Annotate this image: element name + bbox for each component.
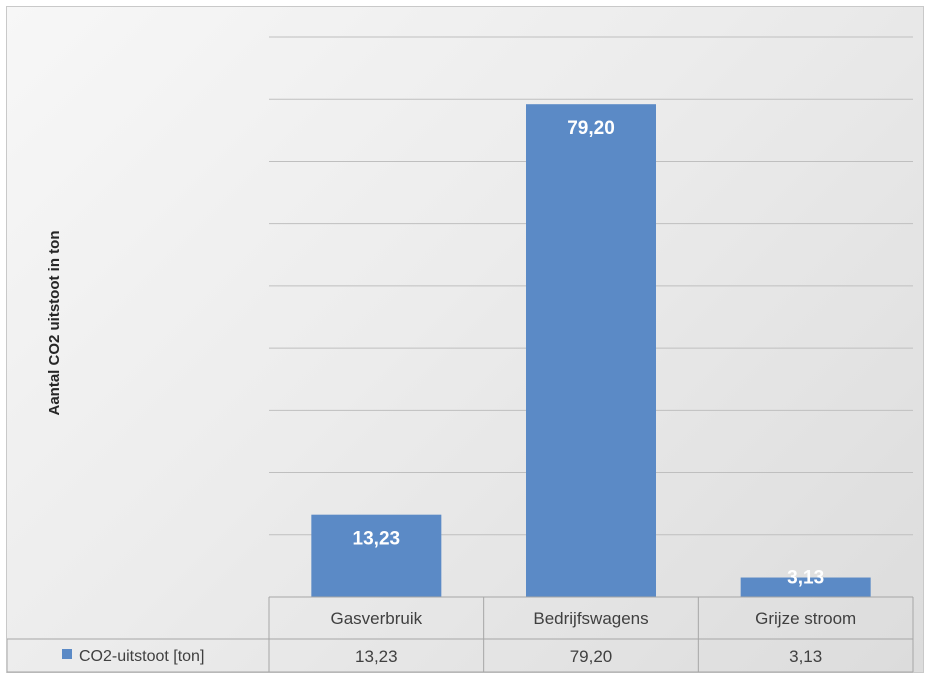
category-label: Gasverbruik (331, 609, 423, 628)
table-value: 13,23 (355, 647, 398, 666)
bars: 13,23 79,20 3,13 (311, 104, 871, 597)
bar-grijze-stroom (740, 577, 871, 597)
bar-gasverbruik (311, 514, 442, 597)
data-label: 3,13 (787, 568, 824, 589)
chart-svg: 13,23 79,20 3,13 Gasverbruik 13,23 Bedrijfsw… (7, 36, 914, 673)
chart-frame: 13,23 79,20 3,13 Gasverbruik 13,23 Bedrijfsw… (6, 6, 924, 673)
table-value: 79,20 (570, 647, 613, 666)
bar-bedrijfswagens (526, 104, 656, 597)
category-label: Grijze stroom (755, 609, 856, 628)
y-axis-label: Aantal CO2 uitstoot in ton (46, 231, 63, 416)
legend-swatch (62, 649, 72, 659)
legend-label: CO2-uitstoot [ton] (79, 648, 204, 665)
data-table: Gasverbruik 13,23 Bedrijfswagens 79,20 Grijz… (7, 596, 914, 673)
data-label: 79,20 (567, 118, 615, 139)
data-label: 13,23 (353, 529, 401, 550)
table-value: 3,13 (789, 647, 822, 666)
category-label: Bedrijfswagens (533, 609, 648, 628)
